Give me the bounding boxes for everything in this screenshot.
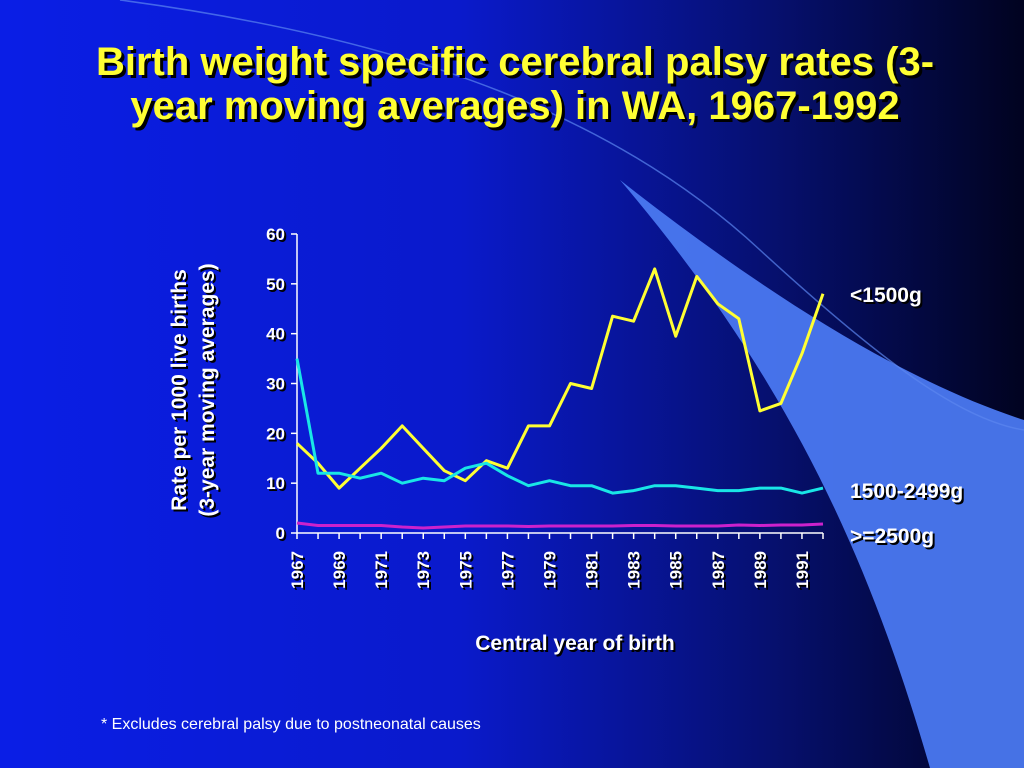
x-tick-label: 1969 xyxy=(330,551,349,589)
y-tick-label-shadow: 30 xyxy=(268,377,287,396)
y-tick-label-shadow: 10 xyxy=(268,476,287,495)
x-tick-label: 1979 xyxy=(540,551,559,589)
x-tick-label-shadow: 1975 xyxy=(458,553,477,591)
x-tick-label-shadow: 1969 xyxy=(332,553,351,591)
x-tick-label-shadow: 1981 xyxy=(585,553,604,591)
x-tick-label-shadow: 1973 xyxy=(416,553,435,591)
x-tick-label: 1991 xyxy=(793,551,812,589)
x-tick-label-shadow: 1985 xyxy=(669,553,688,591)
x-tick-label-shadow: 1967 xyxy=(290,553,309,591)
x-tick-label-shadow: 1977 xyxy=(500,553,519,591)
y-axis-title-line2-shadow: (3-year moving averages) xyxy=(198,265,221,518)
y-tick-label-shadow: 40 xyxy=(268,327,287,346)
y-tick-label: 40 xyxy=(266,325,285,344)
series-label-lt1500-shadow: <1500g xyxy=(852,286,924,309)
x-tick-label: 1971 xyxy=(372,551,391,589)
y-tick-label: 10 xyxy=(266,474,285,493)
x-tick-label: 1987 xyxy=(709,551,728,589)
x-tick-label-shadow: 1987 xyxy=(711,553,730,591)
series-line-mid xyxy=(295,358,824,495)
x-tick-label: 1973 xyxy=(414,551,433,589)
x-tick-label: 1983 xyxy=(625,551,644,589)
x-tick-label: 1989 xyxy=(751,551,770,589)
y-tick-label: 60 xyxy=(266,225,285,244)
x-axis-title: Central year of birth xyxy=(475,632,675,655)
x-tick-label-shadow: 1989 xyxy=(753,553,772,591)
x-tick-label-shadow: 1991 xyxy=(795,553,814,591)
y-tick-label: 30 xyxy=(266,375,285,394)
series-label-mid-shadow: 1500-2499g xyxy=(852,482,965,505)
decorative-swoosh-line xyxy=(119,0,1024,431)
x-tick-label: 1977 xyxy=(498,551,517,589)
y-tick-label-shadow: 0 xyxy=(278,526,287,545)
y-axis-title-line2: (3-year moving averages) xyxy=(196,263,219,516)
y-tick-label-shadow: 60 xyxy=(268,227,287,246)
series-label-lt1500: <1500g xyxy=(850,284,922,307)
y-tick-label-shadow: 20 xyxy=(268,426,287,445)
x-tick-label: 1981 xyxy=(583,551,602,589)
x-tick-label: 1975 xyxy=(456,551,475,589)
series-line-ge2500 xyxy=(296,521,824,530)
footnote: * Excludes cerebral palsy due to postneo… xyxy=(101,716,481,733)
y-tick-label: 50 xyxy=(266,275,285,294)
y-axis-title-line1: Rate per 1000 live births xyxy=(168,269,191,511)
y-tick-label-shadow: 50 xyxy=(268,277,287,296)
x-tick-label: 1967 xyxy=(288,551,307,589)
series-label-ge2500: >=2500g xyxy=(850,525,934,548)
y-tick-label: 0 xyxy=(276,524,285,543)
x-tick-label-shadow: 1983 xyxy=(627,553,646,591)
decorative-swoosh-shape xyxy=(620,180,1024,768)
y-tick-label: 20 xyxy=(266,424,285,443)
series-label-ge2500-shadow: >=2500g xyxy=(852,527,936,550)
series-label-mid: 1500-2499g xyxy=(850,480,963,503)
y-axis-title-line1-shadow: Rate per 1000 live births xyxy=(170,271,193,513)
x-tick-label-shadow: 1971 xyxy=(374,553,393,591)
x-tick-label-shadow: 1979 xyxy=(542,553,561,591)
x-axis-title-shadow: Central year of birth xyxy=(477,634,677,657)
x-tick-label: 1985 xyxy=(667,551,686,589)
slide-title: Birth weight specific cerebral palsy rat… xyxy=(95,40,935,128)
series-line-lt1500 xyxy=(295,267,825,490)
